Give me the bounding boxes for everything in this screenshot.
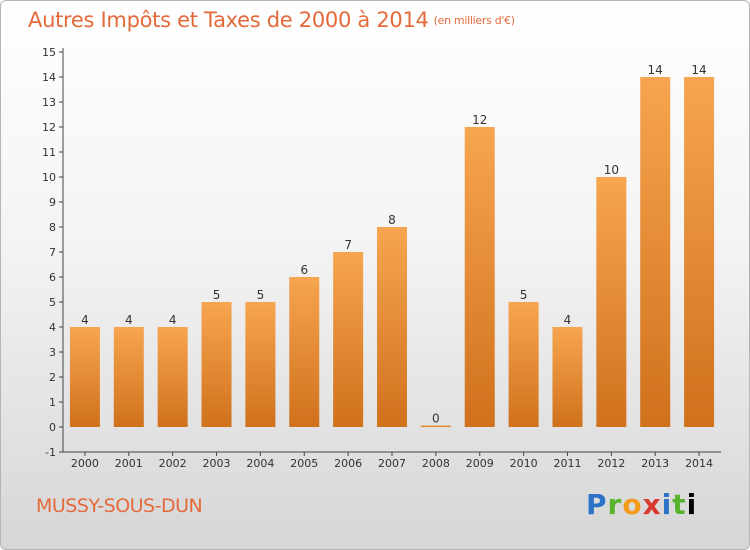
bar-value-label: 4	[564, 313, 572, 327]
bar-value-label: 12	[472, 113, 487, 127]
bar	[157, 327, 188, 427]
y-tick-label: 1	[49, 396, 56, 409]
y-tick-label: 2	[49, 371, 56, 384]
y-tick-label: 0	[49, 421, 56, 434]
x-tick-label: 2012	[597, 457, 625, 470]
chart-title: Autres Impôts et Taxes de 2000 à 2014 (en…	[28, 8, 515, 32]
bar-value-label: 4	[169, 313, 177, 327]
bar-value-label: 5	[213, 288, 221, 302]
bar	[552, 327, 583, 427]
y-tick-label: 11	[42, 146, 56, 159]
y-tick-label: 15	[42, 46, 56, 59]
x-tick-label: 2006	[334, 457, 362, 470]
x-tick-label: 2008	[422, 457, 450, 470]
y-tick-label: -1	[45, 446, 56, 459]
logo-letter: x	[642, 488, 662, 521]
logo-letter: i	[686, 488, 698, 521]
x-tick-label: 2014	[685, 457, 713, 470]
bar-value-label: 8	[388, 213, 396, 227]
x-tick-label: 2003	[203, 457, 231, 470]
proxiti-logo: Proxiti	[586, 488, 697, 521]
bar	[684, 77, 715, 427]
bar-value-label: 0	[432, 412, 440, 426]
logo-letter: r	[607, 488, 623, 521]
bar	[377, 227, 407, 427]
bar-value-label: 6	[300, 263, 308, 277]
y-tick-label: 13	[42, 96, 56, 109]
bar	[245, 302, 276, 427]
chart-title-text: Autres Impôts et Taxes de 2000 à 2014	[28, 8, 429, 32]
logo-letter: o	[622, 488, 643, 521]
y-tick-label: 7	[49, 246, 56, 259]
bar	[201, 302, 232, 427]
bar-value-label: 4	[81, 313, 89, 327]
x-tick-label: 2010	[510, 457, 538, 470]
x-tick-label: 2005	[290, 457, 318, 470]
x-tick-label: 2011	[553, 457, 581, 470]
logo-letter: i	[661, 488, 673, 521]
x-tick-label: 2002	[159, 457, 187, 470]
chart-subtitle: (en milliers d'€)	[433, 14, 515, 27]
bar-value-label: 14	[691, 63, 706, 77]
bar	[420, 425, 451, 427]
x-tick-label: 2001	[115, 457, 143, 470]
bar	[640, 77, 671, 427]
y-tick-label: 6	[49, 271, 56, 284]
bar-value-label: 7	[344, 238, 352, 252]
bar-value-label: 14	[648, 63, 663, 77]
bar-value-label: 10	[604, 163, 619, 177]
logo-letter: P	[586, 488, 608, 521]
y-tick-label: 9	[49, 196, 56, 209]
commune-name: MUSSY-SOUS-DUN	[36, 495, 203, 517]
x-tick-label: 2004	[246, 457, 274, 470]
bar	[289, 277, 320, 427]
y-tick-label: 14	[42, 71, 56, 84]
bar	[113, 327, 144, 427]
logo-letter: t	[672, 488, 687, 521]
bar-value-label: 4	[125, 313, 133, 327]
y-tick-label: 4	[49, 321, 56, 334]
x-tick-label: 2009	[466, 457, 494, 470]
bar	[508, 302, 539, 427]
y-tick-label: 5	[49, 296, 56, 309]
bar-value-label: 5	[520, 288, 528, 302]
bar	[464, 127, 495, 427]
x-tick-label: 2013	[641, 457, 669, 470]
x-tick-label: 2007	[378, 457, 406, 470]
bar	[69, 327, 100, 427]
y-tick-label: 8	[49, 221, 56, 234]
y-tick-label: 3	[49, 346, 56, 359]
bar	[596, 177, 627, 427]
bar-value-label: 5	[257, 288, 265, 302]
bar	[333, 252, 364, 427]
y-tick-label: 12	[42, 121, 56, 134]
y-tick-label: 10	[42, 171, 56, 184]
x-tick-label: 2000	[71, 457, 99, 470]
